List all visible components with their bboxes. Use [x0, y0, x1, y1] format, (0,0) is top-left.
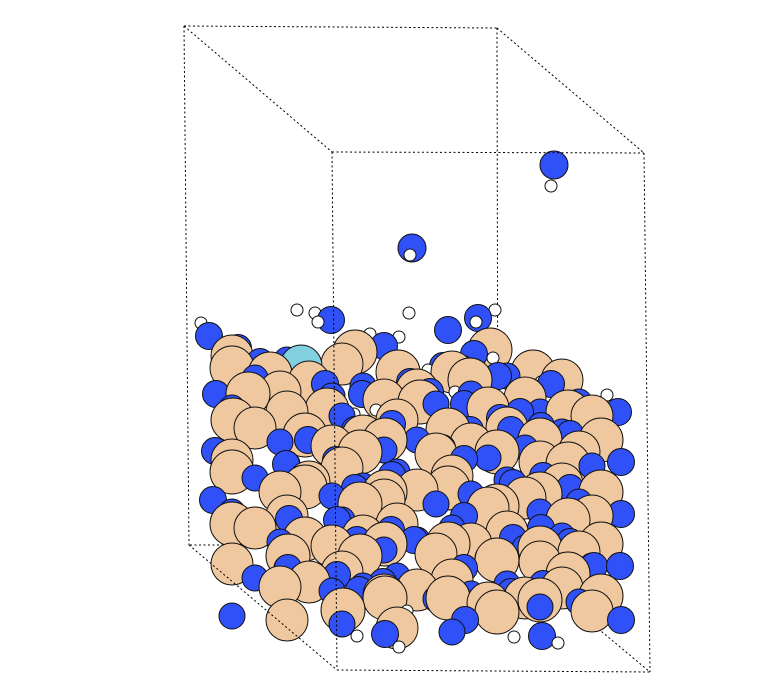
cell-front-edge: [336, 669, 651, 673]
hydrogen-atom: [392, 640, 406, 654]
cell-front-edge: [643, 152, 651, 673]
hydrogen-atom: [290, 303, 304, 317]
hydrogen-atom: [507, 630, 521, 644]
anion-atom: [528, 622, 556, 650]
hydrogen-atom: [544, 179, 558, 193]
slab-atom: [265, 598, 309, 642]
cell-front-edge: [496, 27, 645, 154]
anion-atom: [371, 620, 399, 648]
slab-atom: [570, 589, 614, 633]
cell-back-edge: [183, 25, 498, 29]
cell-back-edge: [183, 25, 190, 546]
cell-back-edge: [496, 27, 499, 546]
hydrogen-atom: [469, 315, 483, 329]
hydrogen-atom: [311, 315, 325, 329]
hydrogen-atom: [551, 636, 565, 650]
anion-atom: [607, 448, 635, 476]
hydrogen-atom: [350, 629, 364, 643]
anion-atom: [607, 606, 635, 634]
anion-atom: [474, 444, 502, 472]
cell-front-edge: [188, 544, 338, 671]
anion-atom: [422, 490, 450, 518]
cell-front-edge: [331, 151, 645, 154]
hydrogen-atom: [403, 248, 417, 262]
simulation-cell-front-edges: [183, 25, 651, 673]
atom-layer: [194, 150, 635, 654]
cell-front-edge: [331, 151, 338, 671]
slab-atom: [233, 406, 277, 450]
anion-atom: [218, 602, 246, 630]
anion-atom: [438, 618, 466, 646]
anion-atom: [526, 593, 554, 621]
slab-atom: [474, 589, 520, 635]
slab-atom: [233, 506, 277, 550]
cell-front-edge: [183, 25, 333, 153]
anion-atom: [539, 150, 569, 180]
hydrogen-atom: [402, 306, 416, 320]
anion-atom: [328, 610, 356, 638]
anion-atom: [606, 552, 634, 580]
anion-atom: [434, 316, 462, 344]
